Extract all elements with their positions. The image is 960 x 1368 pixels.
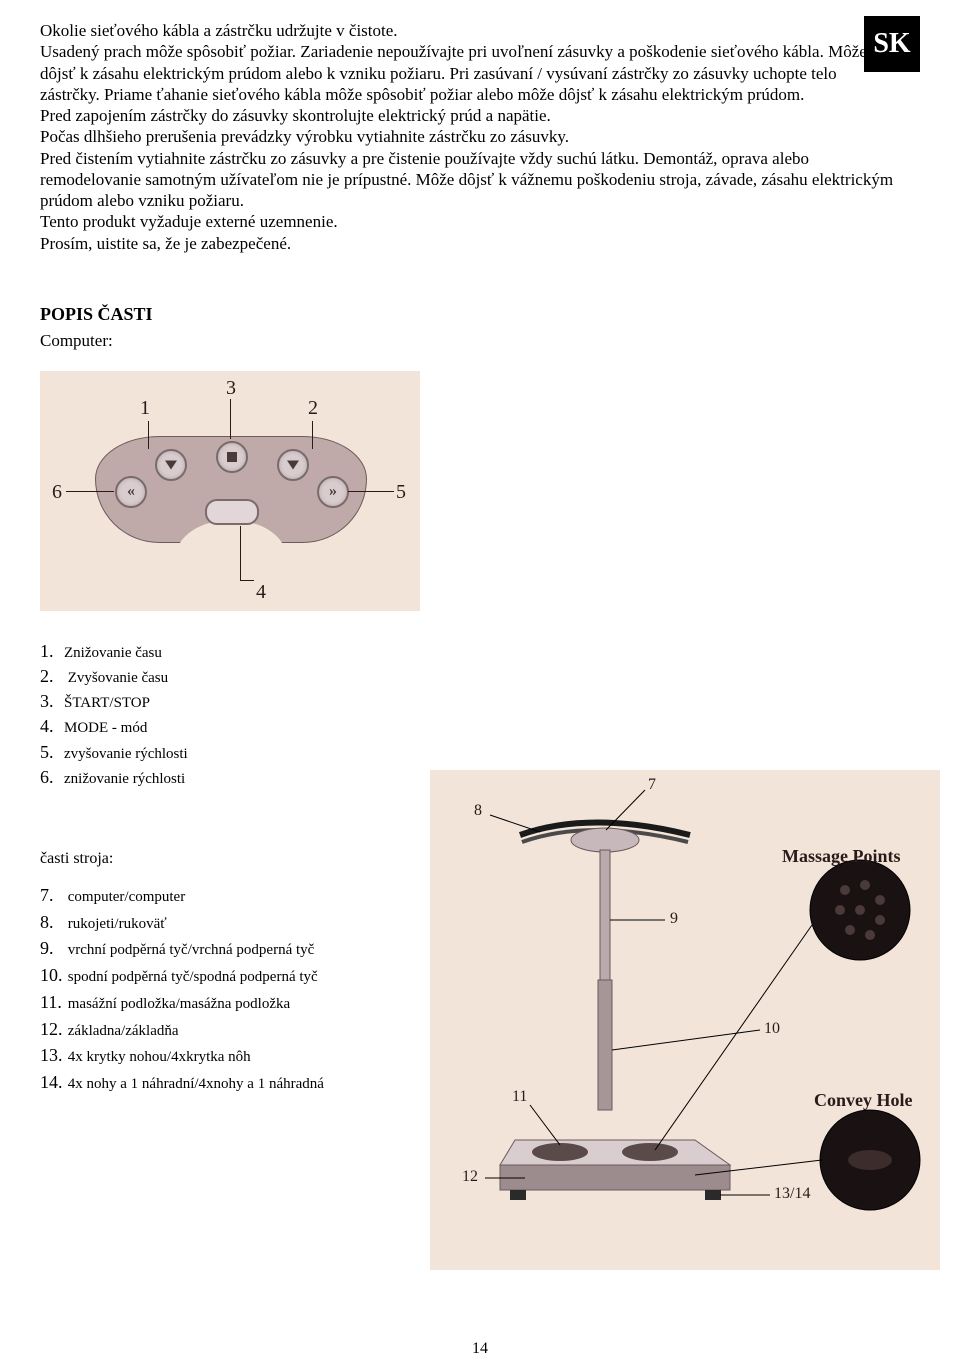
- m-label-9: 9: [670, 910, 678, 928]
- machine-svg: [430, 770, 940, 1270]
- m-label-1314: 13/14: [774, 1185, 810, 1203]
- computer-label: Computer:: [40, 331, 920, 351]
- legend1-item: 5.zvyšovanie rýchlosti: [40, 740, 920, 765]
- diagram-label-6: 6: [52, 481, 62, 504]
- m-label-convey-hole: Convey Hole: [814, 1090, 913, 1111]
- button-2: [277, 449, 309, 481]
- computer-diagram: « » 1 2 3 4 5 6: [40, 371, 420, 611]
- display-4: [205, 499, 259, 525]
- diagram-label-1: 1: [140, 397, 150, 420]
- intro-text: Okolie sieťového kábla a zástrčku udržuj…: [40, 20, 900, 254]
- para-2: Usadený prach môže spôsobiť požiar. Zari…: [40, 41, 900, 105]
- button-5: »: [317, 476, 349, 508]
- diagram-label-2: 2: [308, 397, 318, 420]
- button-3: [216, 441, 248, 473]
- sk-badge: SK: [864, 16, 920, 72]
- machine-diagram: 7 8 9 10 11 12 13/14 Massage Points Conv…: [430, 770, 940, 1270]
- para-5: Pred čistením vytiahnite zástrčku zo zás…: [40, 148, 900, 212]
- page-number: 14: [0, 1340, 960, 1358]
- para-6: Tento produkt vyžaduje externé uzemnenie…: [40, 211, 900, 232]
- para-7: Prosím, uistite sa, že je zabezpečené.: [40, 233, 900, 254]
- legend-computer: 1.Znižovanie času 2. Zvyšovanie času 3.Š…: [40, 639, 920, 790]
- diagram-label-5: 5: [396, 481, 406, 504]
- m-label-massage-points: Massage Points: [782, 846, 901, 867]
- legend1-item: 1.Znižovanie času: [40, 639, 920, 664]
- section-title: POPIS ČASTI: [40, 304, 920, 325]
- para-4: Počas dlhšieho prerušenia prevádzky výro…: [40, 126, 900, 147]
- m-label-8: 8: [474, 802, 482, 820]
- button-1: [155, 449, 187, 481]
- m-label-7: 7: [648, 776, 656, 794]
- diagram-label-3: 3: [226, 377, 236, 400]
- para-3: Pred zapojením zástrčky do zásuvky skont…: [40, 105, 900, 126]
- m-label-10: 10: [764, 1020, 780, 1038]
- para-1: Okolie sieťového kábla a zástrčku udržuj…: [40, 20, 900, 41]
- legend1-item: 3.ŠTART/STOP: [40, 689, 920, 714]
- diagram-label-4: 4: [256, 581, 266, 604]
- m-label-12: 12: [462, 1168, 478, 1186]
- legend1-item: 2. Zvyšovanie času: [40, 664, 920, 689]
- m-label-11: 11: [512, 1088, 527, 1106]
- button-6: «: [115, 476, 147, 508]
- legend1-item: 4.MODE - mód: [40, 714, 920, 739]
